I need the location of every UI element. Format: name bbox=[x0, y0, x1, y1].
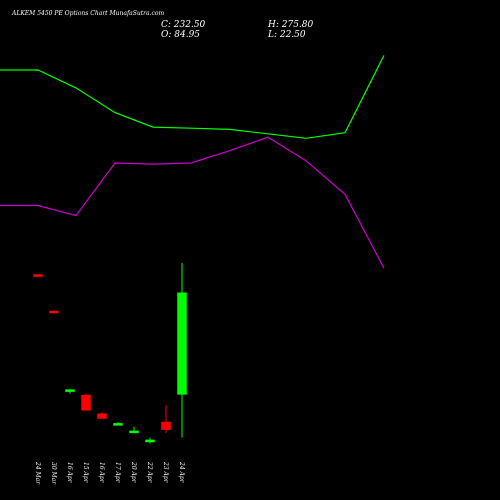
candle-9 bbox=[161, 405, 171, 433]
close-value: C: 232.50 bbox=[161, 20, 206, 30]
candle-8 bbox=[145, 437, 155, 444]
candle-body bbox=[113, 423, 123, 426]
candle-5 bbox=[97, 412, 107, 419]
candle-1 bbox=[33, 274, 43, 277]
candle-body bbox=[81, 394, 91, 411]
x-tick-label: 20 Apr bbox=[130, 461, 137, 484]
candle-body bbox=[65, 389, 75, 392]
x-tick-label: 22 Apr bbox=[146, 461, 153, 484]
candle-body bbox=[49, 310, 59, 314]
candle-body bbox=[33, 274, 43, 277]
candle-body bbox=[177, 292, 187, 395]
x-tick-label: 30 Mar bbox=[50, 462, 57, 485]
x-tick-label: 24 Apr bbox=[178, 461, 185, 484]
indicator-line-1 bbox=[0, 55, 385, 139]
candle-body bbox=[129, 430, 139, 434]
candle-body bbox=[145, 439, 155, 443]
x-tick-label: 16 Apr bbox=[66, 462, 73, 484]
candle-7 bbox=[129, 426, 139, 434]
chart-title: ALKEM 5450 PE Options Chart MunafaSutra.… bbox=[11, 10, 164, 17]
candle-10 bbox=[177, 262, 187, 438]
candle-6 bbox=[113, 422, 123, 426]
open-value: O: 84.95 bbox=[161, 30, 200, 40]
x-tick-label: 24 Mar bbox=[34, 461, 41, 485]
candle-body bbox=[97, 413, 107, 419]
x-tick-label: 23 Apr bbox=[162, 461, 169, 484]
x-tick-label: 17 Apr bbox=[114, 462, 121, 484]
candle-2 bbox=[49, 310, 59, 314]
candle-4 bbox=[81, 393, 91, 411]
low-value: L: 22.50 bbox=[267, 30, 306, 40]
candle-body bbox=[161, 421, 171, 430]
indicator-lines bbox=[0, 55, 385, 269]
high-value: H: 275.80 bbox=[267, 20, 314, 30]
x-tick-label: 16 Apr bbox=[98, 462, 105, 484]
x-tick-label: 15 Apr bbox=[82, 462, 89, 484]
indicator-line-2 bbox=[0, 136, 385, 269]
candlesticks bbox=[33, 262, 187, 444]
candle-3 bbox=[65, 388, 75, 394]
x-axis-ticks: 24 Mar 30 Mar 16 Apr 15 Apr 16 Apr 17 Apr 20 A… bbox=[34, 461, 185, 485]
